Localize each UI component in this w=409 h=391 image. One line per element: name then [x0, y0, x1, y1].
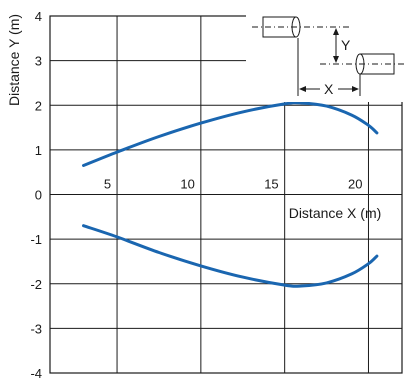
y-tick-label: 2: [35, 98, 42, 113]
x-arrow-right: [352, 86, 359, 92]
y-axis-label: Distance Y (m): [6, 14, 22, 106]
y-tick-label: 4: [35, 9, 42, 24]
y-tick-label: 3: [35, 54, 42, 69]
series: [82, 101, 379, 288]
inset-y-label: Y: [341, 37, 351, 53]
x-tick-label: 20: [348, 177, 362, 192]
x-arrow-left: [299, 86, 306, 92]
y-arrow-down: [333, 56, 339, 63]
y-tick-label: -4: [30, 366, 42, 381]
y-tick-label: -3: [30, 321, 42, 336]
inset-diagram: [246, 12, 406, 102]
inset-x-label: X: [324, 81, 334, 97]
x-tick-label: 5: [104, 177, 111, 192]
y-tick-label: -1: [30, 232, 42, 247]
y-tick-label: -2: [30, 277, 42, 292]
plot-frame: [49, 15, 403, 374]
series-line-lower: [82, 224, 379, 288]
x-axis-label: Distance X (m): [289, 205, 382, 221]
y-tick-label: 0: [35, 188, 42, 203]
y-tick-label: 1: [35, 143, 42, 158]
series-line-upper: [82, 101, 379, 167]
y-arrow-up: [333, 28, 339, 35]
x-tick-label: 10: [180, 177, 194, 192]
x-tick-label: 15: [264, 177, 278, 192]
